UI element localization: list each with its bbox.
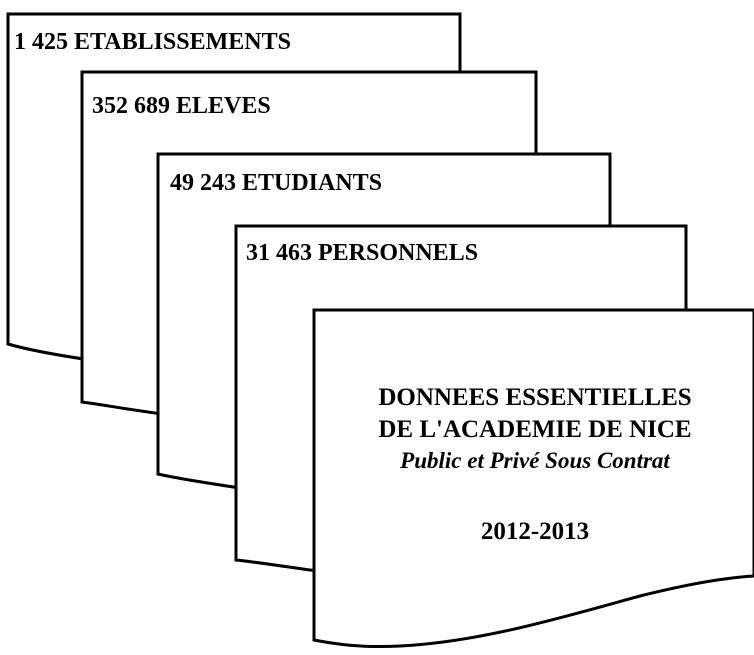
label-personnels: 31 463 PERSONNELS bbox=[246, 240, 479, 266]
label-etablissements: 1 425 ETABLISSEMENTS bbox=[14, 29, 291, 55]
cover-title-line1: DONNEES ESSENTIELLES bbox=[378, 384, 692, 411]
label-eleves: 352 689 ELEVES bbox=[92, 93, 271, 119]
cover-years: 2012-2013 bbox=[480, 518, 590, 545]
cover-text: DONNEES ESSENTIELLES DE L'ACADEMIE DE NI… bbox=[316, 382, 754, 546]
cover-title-line2: DE L'ACADEMIE DE NICE bbox=[378, 416, 692, 443]
label-etudiants: 49 243 ETUDIANTS bbox=[170, 170, 383, 196]
sheet-cover bbox=[312, 308, 754, 649]
cover-subtitle: Public et Privé Sous Contrat bbox=[400, 448, 670, 473]
